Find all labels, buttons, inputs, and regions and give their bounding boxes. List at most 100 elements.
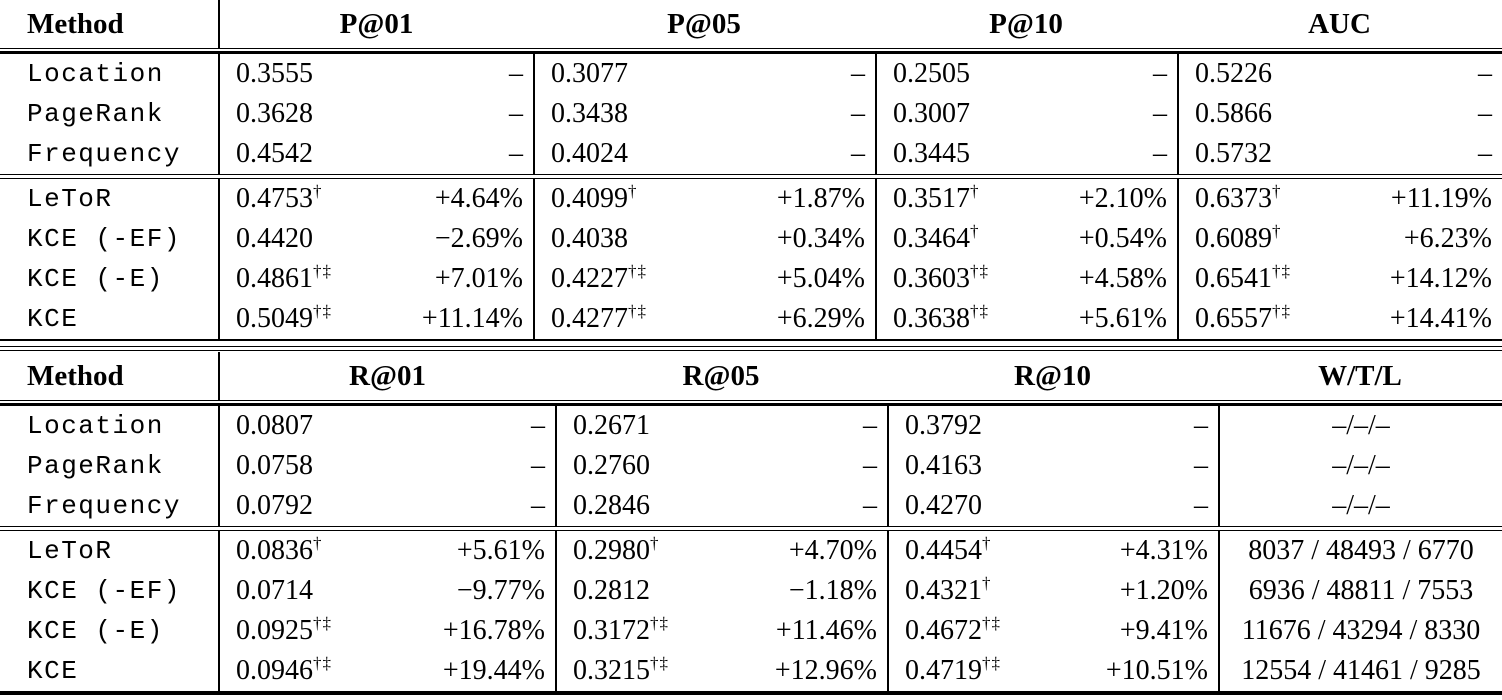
method-name: PageRank xyxy=(27,99,164,129)
metric-value: 0.0714 xyxy=(236,575,313,606)
metric-cell: 0.2846 – xyxy=(555,486,887,526)
metric-cell: 0.5732 – xyxy=(1177,134,1502,174)
metric-value: 0.3172†‡ xyxy=(573,613,669,646)
metric-value: 0.4099† xyxy=(551,181,638,214)
metric-value: 0.6541†‡ xyxy=(1195,261,1291,294)
delta-percent: +16.78% xyxy=(442,615,545,646)
significance-marker: †‡ xyxy=(313,301,332,321)
delta-percent: +5.04% xyxy=(776,263,865,294)
table-row: KCE (-EF) 0.4420 −2.69% 0.4038 +0.34% 0.3464†… xyxy=(0,219,1502,259)
win-tie-loss-value: –/–/– xyxy=(1332,410,1390,441)
metric-value: 0.3464† xyxy=(893,221,980,254)
delta-percent: – xyxy=(1478,98,1492,129)
metric-value: 0.2760 xyxy=(573,450,650,481)
metric-cell: 0.4861†‡ +7.01% xyxy=(218,259,533,299)
metric-cell: 11676 / 43294 / 8330 xyxy=(1218,611,1502,651)
metric-value: 0.5226 xyxy=(1195,58,1272,89)
metric-value: 0.2812 xyxy=(573,575,650,606)
metric-cell: 0.2812 −1.18% xyxy=(555,571,887,611)
win-tie-loss-value: 11676 / 43294 / 8330 xyxy=(1241,615,1481,646)
delta-percent: −9.77% xyxy=(456,575,545,606)
method-name: KCE (-E) xyxy=(27,616,164,646)
metric-value: 0.5049†‡ xyxy=(236,301,332,334)
column-header-p10: P@10 xyxy=(989,7,1063,40)
significance-marker: † xyxy=(970,181,980,201)
delta-percent: – xyxy=(531,410,545,441)
metric-cell: 0.3172†‡ +11.46% xyxy=(555,611,887,651)
significance-marker: †‡ xyxy=(628,261,647,281)
significance-marker: † xyxy=(313,181,323,201)
metric-value: 0.3638†‡ xyxy=(893,301,989,334)
metric-cell: 0.4277†‡ +6.29% xyxy=(533,299,875,339)
significance-marker: † xyxy=(982,533,992,553)
metric-value: 0.4024 xyxy=(551,138,628,169)
metric-cell: 0.4163 – xyxy=(887,446,1218,486)
method-name: LeToR xyxy=(27,536,113,566)
metric-cell: 0.3438 – xyxy=(533,94,875,134)
delta-percent: – xyxy=(851,98,865,129)
delta-percent: – xyxy=(1153,98,1167,129)
metric-cell: 0.4321† +1.20% xyxy=(887,571,1218,611)
metric-cell: 0.3628 – xyxy=(218,94,533,134)
metric-value: 0.2846 xyxy=(573,490,650,521)
metric-value: 0.0807 xyxy=(236,410,313,441)
metric-cell: –/–/– xyxy=(1218,406,1502,446)
metric-cell: 0.0836† +5.61% xyxy=(218,531,555,571)
metric-cell: 0.4099† +1.87% xyxy=(533,179,875,219)
delta-percent: +14.41% xyxy=(1389,303,1492,334)
metric-cell: 0.6541†‡ +14.12% xyxy=(1177,259,1502,299)
metric-value: 0.3077 xyxy=(551,58,628,89)
delta-percent: – xyxy=(1153,58,1167,89)
table-row: LeToR 0.0836† +5.61% 0.2980† +4.70% 0.4454† +4… xyxy=(0,531,1502,571)
metric-value: 0.3007 xyxy=(893,98,970,129)
method-name: LeToR xyxy=(27,184,113,214)
significance-marker: †‡ xyxy=(313,261,332,281)
table-row: PageRank 0.3628–0.3438–0.3007–0.5866– xyxy=(0,94,1502,134)
delta-percent: +11.14% xyxy=(421,303,523,334)
significance-marker: † xyxy=(1272,221,1282,241)
metric-cell: 12554 / 41461 / 9285 xyxy=(1218,651,1502,691)
column-header-wtl: W/T/L xyxy=(1318,359,1402,392)
significance-marker: †‡ xyxy=(970,261,989,281)
metric-cell: 0.4270 – xyxy=(887,486,1218,526)
table-1-header-row: Method P@01 P@05 P@10 AUC xyxy=(0,0,1502,48)
table-row: PageRank 0.0758–0.2760–0.4163– –/–/– xyxy=(0,446,1502,486)
delta-percent: – xyxy=(1478,58,1492,89)
metric-value: 0.3215†‡ xyxy=(573,653,669,686)
table-row: KCE (-E) 0.4861†‡ +7.01% 0.4227†‡ +5.04% 0.36… xyxy=(0,259,1502,299)
win-tie-loss-value: –/–/– xyxy=(1332,450,1390,481)
delta-percent: – xyxy=(851,138,865,169)
win-tie-loss-value: –/–/– xyxy=(1332,490,1390,521)
delta-percent: +6.29% xyxy=(776,303,865,334)
metric-cell: 0.3555 – xyxy=(218,54,533,94)
metric-cell: 0.3007 – xyxy=(875,94,1177,134)
delta-percent: +10.51% xyxy=(1105,655,1208,686)
delta-percent: +4.70% xyxy=(788,535,877,566)
method-name: KCE (-E) xyxy=(27,264,164,294)
metric-value: 0.4753† xyxy=(236,181,323,214)
metric-cell: 0.4753† +4.64% xyxy=(218,179,533,219)
delta-percent: – xyxy=(1194,490,1208,521)
delta-percent: +2.10% xyxy=(1078,183,1167,214)
delta-percent: +5.61% xyxy=(1078,303,1167,334)
delta-percent: – xyxy=(863,450,877,481)
metric-cell: 0.4672†‡ +9.41% xyxy=(887,611,1218,651)
metric-cell: 0.3077 – xyxy=(533,54,875,94)
metric-value: 0.3438 xyxy=(551,98,628,129)
delta-percent: – xyxy=(851,58,865,89)
metric-cell: 0.4719†‡ +10.51% xyxy=(887,651,1218,691)
metric-cell: 0.3603†‡ +4.58% xyxy=(875,259,1177,299)
metric-cell: 0.5049†‡ +11.14% xyxy=(218,299,533,339)
metric-cell: 0.6373† +11.19% xyxy=(1177,179,1502,219)
metric-value: 0.3445 xyxy=(893,138,970,169)
metric-cell: 0.2980† +4.70% xyxy=(555,531,887,571)
metric-cell: 0.4454† +4.31% xyxy=(887,531,1218,571)
delta-percent: +6.23% xyxy=(1403,223,1492,254)
metric-cell: –/–/– xyxy=(1218,446,1502,486)
metric-cell: 0.3638†‡ +5.61% xyxy=(875,299,1177,339)
metric-value: 0.0946†‡ xyxy=(236,653,332,686)
delta-percent: +1.20% xyxy=(1119,575,1208,606)
metric-value: 0.4038 xyxy=(551,223,628,254)
metric-cell: 0.5226 – xyxy=(1177,54,1502,94)
